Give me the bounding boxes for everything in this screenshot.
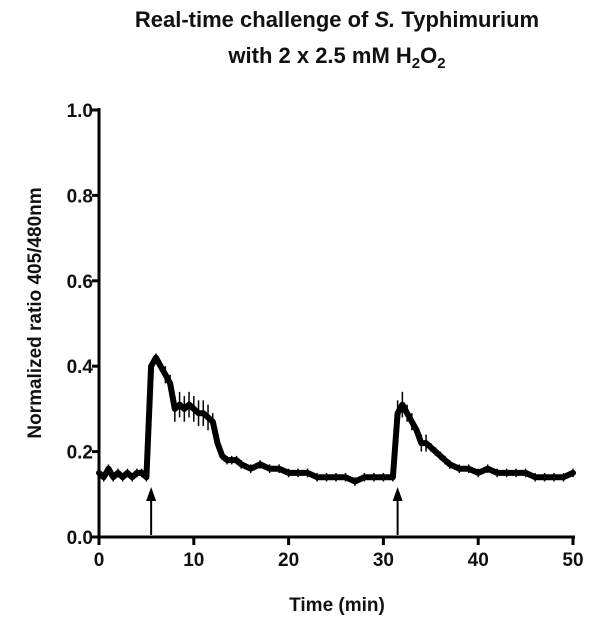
data-point bbox=[414, 427, 420, 433]
data-point bbox=[380, 474, 386, 480]
x-tick-label: 10 bbox=[183, 550, 204, 571]
data-point bbox=[333, 474, 339, 480]
data-point bbox=[110, 474, 116, 480]
data-point bbox=[191, 406, 197, 412]
x-tick-label: 30 bbox=[373, 550, 394, 571]
data-point bbox=[404, 410, 410, 416]
data-point bbox=[153, 355, 159, 361]
data-point bbox=[139, 470, 145, 476]
data-point bbox=[124, 470, 130, 476]
data-point bbox=[324, 474, 330, 480]
chart-title-line-1: Real-time challenge of S. Typhimurium bbox=[135, 7, 539, 32]
data-point bbox=[352, 478, 358, 484]
arrow-head bbox=[146, 487, 157, 501]
data-point bbox=[442, 457, 448, 463]
y-tick-label: 0.8 bbox=[67, 186, 93, 207]
data-point bbox=[215, 440, 220, 446]
error-bars bbox=[98, 353, 574, 486]
data-point bbox=[120, 474, 126, 480]
x-tick-label: 40 bbox=[468, 550, 489, 571]
data-point bbox=[233, 457, 239, 463]
data-point bbox=[466, 466, 472, 472]
data-point bbox=[167, 380, 173, 386]
y-tick-label: 0.2 bbox=[67, 443, 93, 464]
x-tick-label: 50 bbox=[562, 550, 583, 571]
data-point bbox=[371, 474, 377, 480]
y-ticks: 0.0 0.2 0.4 0.6 0.8 1.0 bbox=[67, 101, 99, 549]
data-point bbox=[177, 402, 183, 408]
data-point bbox=[342, 474, 348, 480]
data-point bbox=[409, 419, 415, 425]
data-point bbox=[129, 474, 135, 480]
data-point bbox=[390, 474, 396, 480]
axes bbox=[97, 108, 575, 539]
data-point bbox=[181, 406, 187, 412]
data-point bbox=[196, 410, 202, 416]
data-point bbox=[229, 457, 235, 463]
x-ticks: 0 10 20 30 40 50 bbox=[94, 537, 584, 571]
y-tick-label: 0.0 bbox=[67, 528, 93, 549]
data-point bbox=[267, 466, 273, 472]
data-point bbox=[143, 474, 149, 480]
x-tick-label: 0 bbox=[94, 550, 105, 571]
y-tick-label: 0.4 bbox=[67, 357, 94, 378]
data-point bbox=[200, 410, 206, 416]
data-point bbox=[238, 461, 244, 467]
data-point bbox=[423, 440, 429, 446]
data-point bbox=[399, 402, 405, 408]
y-axis-label: Normalized ratio 405/480nm bbox=[25, 187, 46, 438]
data-point bbox=[101, 474, 107, 480]
data-point bbox=[428, 444, 434, 450]
data-point bbox=[361, 474, 367, 480]
data-point bbox=[418, 440, 424, 446]
x-axis-label: Time (min) bbox=[289, 595, 385, 616]
data-point bbox=[162, 372, 168, 378]
data-point bbox=[224, 457, 230, 463]
chart-title-line-2: with 2 x 2.5 mM H2O2 bbox=[227, 43, 445, 72]
data-point bbox=[105, 466, 111, 472]
arrow-annotations bbox=[146, 487, 403, 535]
data-point bbox=[456, 466, 462, 472]
data-point bbox=[523, 470, 529, 476]
data-point bbox=[447, 461, 453, 467]
data-point bbox=[532, 474, 538, 480]
arrow-head bbox=[392, 487, 403, 501]
data-point bbox=[115, 470, 121, 476]
data-point bbox=[513, 470, 519, 476]
data-point bbox=[172, 406, 178, 412]
data-point bbox=[96, 470, 102, 476]
data-point bbox=[276, 466, 282, 472]
data-point bbox=[134, 470, 140, 476]
data-point bbox=[551, 474, 557, 480]
data-point bbox=[210, 419, 216, 425]
y-tick-label: 0.6 bbox=[67, 272, 93, 293]
data-point bbox=[437, 453, 443, 459]
data-point bbox=[570, 470, 576, 476]
data-point bbox=[475, 470, 481, 476]
data-point bbox=[248, 466, 254, 472]
data-point bbox=[494, 470, 500, 476]
data-point bbox=[295, 470, 301, 476]
data-point bbox=[305, 470, 311, 476]
data-point bbox=[186, 402, 192, 408]
x-tick-label: 20 bbox=[278, 550, 299, 571]
data-point bbox=[148, 363, 154, 369]
data-point bbox=[219, 453, 225, 459]
data-point bbox=[504, 470, 510, 476]
data-point bbox=[542, 474, 548, 480]
y-tick-label: 1.0 bbox=[67, 101, 93, 122]
data-point bbox=[286, 470, 292, 476]
data-point bbox=[433, 449, 439, 455]
data-point bbox=[205, 414, 211, 420]
data-point bbox=[485, 466, 491, 472]
data-point bbox=[314, 474, 320, 480]
data-point bbox=[395, 410, 401, 416]
data-point bbox=[158, 363, 164, 369]
data-points bbox=[96, 355, 576, 484]
data-point bbox=[257, 461, 263, 467]
data-point bbox=[561, 474, 567, 480]
